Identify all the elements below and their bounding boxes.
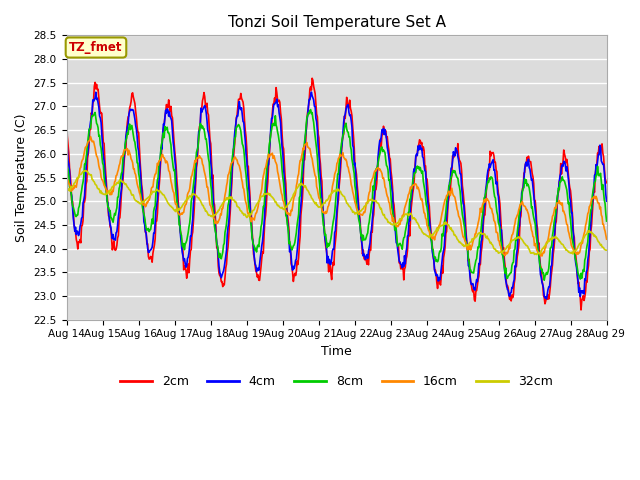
16cm — [72, 184, 80, 190]
32cm — [129, 192, 136, 197]
4cm — [183, 263, 191, 269]
2cm — [63, 115, 70, 121]
2cm — [308, 75, 316, 81]
4cm — [128, 108, 136, 113]
Title: Tonzi Soil Temperature Set A: Tonzi Soil Temperature Set A — [228, 15, 445, 30]
32cm — [533, 252, 541, 257]
Text: TZ_fmet: TZ_fmet — [69, 41, 123, 54]
Line: 16cm: 16cm — [67, 136, 607, 256]
8cm — [307, 107, 314, 112]
16cm — [129, 160, 136, 166]
Line: 2cm: 2cm — [67, 78, 607, 310]
8cm — [540, 277, 548, 283]
16cm — [184, 192, 191, 197]
Legend: 2cm, 4cm, 8cm, 16cm, 32cm: 2cm, 4cm, 8cm, 16cm, 32cm — [115, 370, 557, 393]
8cm — [128, 122, 136, 128]
4cm — [72, 231, 80, 237]
32cm — [72, 177, 80, 183]
8cm — [419, 168, 426, 174]
4cm — [403, 245, 411, 251]
4cm — [63, 140, 70, 145]
2cm — [128, 91, 136, 97]
4cm — [603, 198, 611, 204]
2cm — [211, 213, 219, 218]
8cm — [183, 238, 191, 243]
2cm — [403, 253, 411, 259]
4cm — [308, 89, 316, 95]
2cm — [183, 276, 191, 281]
16cm — [87, 133, 95, 139]
16cm — [63, 171, 70, 177]
8cm — [63, 160, 70, 166]
Line: 32cm: 32cm — [67, 170, 607, 254]
16cm — [419, 200, 426, 205]
4cm — [543, 296, 550, 302]
8cm — [211, 228, 219, 234]
X-axis label: Time: Time — [321, 345, 352, 358]
2cm — [72, 237, 80, 242]
32cm — [419, 230, 426, 236]
32cm — [184, 195, 191, 201]
16cm — [212, 219, 220, 225]
Y-axis label: Soil Temperature (C): Soil Temperature (C) — [15, 113, 28, 242]
4cm — [419, 154, 426, 160]
8cm — [72, 214, 80, 219]
Line: 8cm: 8cm — [67, 109, 607, 280]
16cm — [603, 236, 611, 242]
32cm — [63, 185, 70, 191]
32cm — [603, 247, 611, 253]
8cm — [603, 218, 611, 224]
2cm — [603, 180, 611, 186]
32cm — [81, 168, 89, 173]
4cm — [211, 223, 219, 228]
2cm — [419, 148, 426, 154]
2cm — [577, 307, 585, 313]
32cm — [212, 212, 220, 217]
Line: 4cm: 4cm — [67, 92, 607, 299]
16cm — [538, 253, 546, 259]
16cm — [403, 198, 411, 204]
8cm — [403, 221, 411, 227]
32cm — [403, 212, 411, 217]
